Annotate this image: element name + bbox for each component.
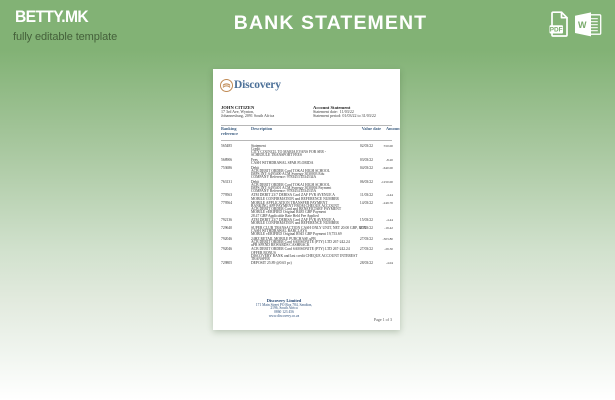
svg-text:PDF: PDF bbox=[550, 27, 563, 34]
svg-text:W: W bbox=[578, 20, 587, 30]
